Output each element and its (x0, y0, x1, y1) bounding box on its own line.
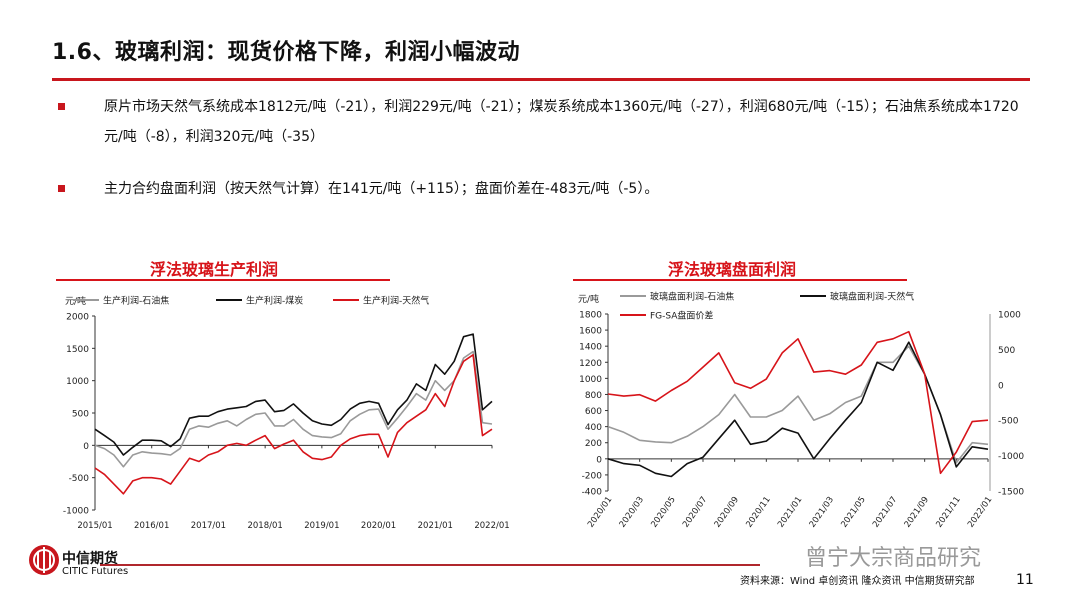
x-tick-label: 2021/01 (776, 495, 804, 530)
footer-divider (100, 564, 760, 566)
x-tick-label: 2018/01 (247, 521, 282, 530)
series-line-1 (94, 350, 493, 468)
y-tick-label: 0 (83, 442, 89, 452)
y-tick-label: 1600 (579, 327, 602, 337)
page-title: 1.6、玻璃利润：现货价格下降，利润小幅波动 (52, 40, 520, 65)
x-tick-label: 2020/09 (713, 495, 741, 530)
y-tick-label: -500 (69, 474, 90, 484)
y-tick-label: 0 (596, 455, 602, 465)
x-tick-label: 2016/01 (134, 521, 169, 530)
bullet-text: 主力合约盘面利润（按天然气计算）在141元/吨（+115）；盘面价差在-483元… (104, 181, 659, 197)
y2-tick-label: 500 (998, 346, 1015, 356)
source-note: 资料来源：Wind 卓创资讯 隆众资讯 中信期货研究部 (740, 576, 975, 587)
legend-label: 生产利润-天然气 (363, 295, 429, 307)
x-tick-label: 2020/11 (744, 495, 772, 530)
chart-title-rule (573, 279, 907, 281)
title-divider (52, 78, 1030, 81)
x-tick-label: 2020/07 (681, 495, 709, 530)
x-tick-label: 2015/01 (77, 521, 112, 530)
x-tick-label: 2020/05 (649, 495, 677, 530)
citic-logo-icon (29, 545, 59, 575)
y-tick-label: 400 (585, 423, 602, 433)
y-tick-label: -400 (582, 488, 603, 498)
series-line-2 (94, 333, 493, 456)
y-tick-label: 1000 (579, 375, 602, 385)
y-tick-label: 1000 (66, 377, 89, 387)
series-line-1 (607, 345, 989, 464)
page-number: 11 (1016, 572, 1034, 588)
y-tick-label: 800 (585, 391, 602, 401)
legend-label: 生产利润-煤炭 (246, 295, 303, 307)
x-tick-label: 2022/01 (966, 495, 994, 530)
y-axis-unit: 元/吨 (578, 293, 599, 305)
chart-title: 浮法玻璃盘面利润 (668, 260, 797, 279)
legend-label: FG-SA盘面价差 (650, 310, 713, 322)
bullet-text: 原片市场天然气系统成本1812元/吨（-21），利润229元/吨（-21）；煤炭… (104, 99, 1019, 145)
y-tick-label: 500 (72, 410, 89, 420)
y-tick-label: 1200 (579, 359, 602, 369)
x-tick-label: 2020/01 (361, 521, 396, 530)
y2-tick-label: -500 (998, 417, 1019, 427)
watermark: 曾宁大宗商品研究 (805, 546, 982, 571)
y-tick-label: 200 (585, 439, 602, 449)
bullet-square-icon (58, 185, 65, 192)
chart-title: 浮法玻璃生产利润 (150, 260, 279, 279)
legend-label: 玻璃盘面利润-石油焦 (650, 291, 734, 303)
bullet-item: 主力合约盘面利润（按天然气计算）在141元/吨（+115）；盘面价差在-483元… (58, 174, 1038, 204)
x-tick-label: 2022/01 (474, 521, 509, 530)
series-line-3 (94, 354, 493, 495)
y2-tick-label: 0 (998, 381, 1004, 391)
x-tick-label: 2020/03 (618, 495, 646, 530)
chart-title-rule (56, 279, 390, 281)
y-tick-label: -200 (582, 471, 603, 481)
y-tick-label: -1000 (63, 507, 89, 517)
legend-label: 生产利润-石油焦 (103, 295, 169, 307)
y2-tick-label: -1000 (998, 452, 1024, 462)
y2-tick-label: 1000 (998, 311, 1021, 321)
production-profit-chart: -1000 -500 0 500 1000 1500 2000 2015/01 2016/01 2… (63, 295, 510, 531)
x-tick-label: 2021/11 (934, 495, 962, 530)
series-line-3 (607, 330, 989, 475)
y-tick-label: 600 (585, 407, 602, 417)
x-tick-label: 2019/01 (304, 521, 339, 530)
x-tick-label: 2017/01 (191, 521, 226, 530)
x-tick-label: 2021/07 (871, 495, 899, 530)
bullet-square-icon (58, 103, 65, 110)
y2-tick-label: -1500 (998, 488, 1024, 498)
x-tick-label: 2020/01 (586, 495, 614, 530)
y-tick-label: 1800 (579, 311, 602, 321)
x-tick-label: 2021/01 (418, 521, 453, 530)
logo-text-cn: 中信期货 (62, 551, 118, 567)
y-tick-label: 2000 (66, 313, 89, 323)
y-tick-label: 1500 (66, 345, 89, 355)
x-tick-label: 2021/03 (808, 495, 836, 530)
legend-label: 玻璃盘面利润-天然气 (830, 291, 914, 303)
x-tick-label: 2021/09 (903, 495, 931, 530)
y-tick-label: 1400 (579, 343, 602, 353)
bullet-item: 原片市场天然气系统成本1812元/吨（-21），利润229元/吨（-21）；煤炭… (58, 92, 1038, 152)
x-tick-label: 2021/05 (839, 495, 867, 530)
futures-profit-chart: -400 -200 0 200 400 600 800 1000 1200 1400 1600 180… (578, 291, 1024, 530)
logo-text-en: CITIC Futures (62, 566, 129, 577)
